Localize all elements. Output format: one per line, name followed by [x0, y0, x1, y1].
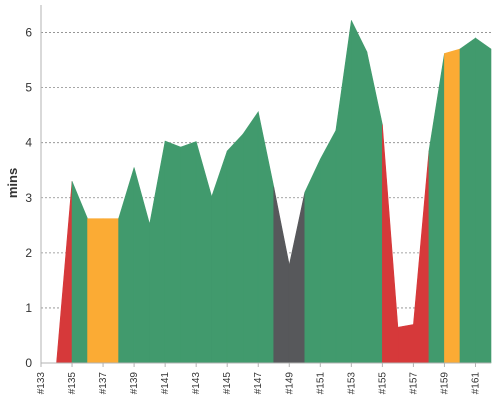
- area-segment-green: [180, 141, 197, 364]
- area-segment-green: [71, 181, 88, 364]
- area-segment-red: [382, 124, 399, 364]
- area-segment-green: [133, 167, 150, 364]
- area-segment-green: [164, 140, 181, 364]
- area-segment-green: [351, 20, 368, 364]
- area-segment-green: [320, 130, 337, 364]
- area-segment-green: [149, 140, 166, 364]
- y-tick-labels: 0 1 2 3 4 5 6: [25, 26, 32, 370]
- y-tick-label: 3: [25, 191, 32, 205]
- x-tick-label: #139: [129, 372, 140, 395]
- area-segment-green: [195, 141, 212, 364]
- y-tick-label: 1: [25, 301, 32, 315]
- area-segment-green: [226, 133, 244, 364]
- axes: [40, 5, 491, 367]
- area-segment-green: [242, 110, 259, 364]
- x-tick-label: #141: [160, 372, 171, 395]
- x-tick-label: #137: [98, 372, 109, 395]
- area-segment-green: [304, 159, 321, 364]
- y-tick-label: 4: [25, 136, 32, 150]
- x-tick-label: #157: [408, 372, 419, 395]
- area-segment-green: [257, 111, 275, 364]
- y-tick-label: 0: [25, 356, 32, 370]
- y-axis-label: mins: [5, 168, 20, 198]
- area-segment-green: [428, 53, 445, 364]
- area-segment-green: [459, 37, 476, 364]
- x-tick-label: #151: [315, 372, 326, 395]
- area-segment-green: [211, 150, 228, 364]
- x-tick-label: #145: [222, 372, 233, 395]
- x-tick-label: #161: [470, 372, 481, 395]
- x-tick-label: #153: [346, 372, 357, 395]
- area-series: [41, 20, 492, 364]
- area-segment-green: [335, 20, 352, 364]
- area-segment-red: [413, 150, 430, 364]
- y-tick-label: 5: [25, 81, 32, 95]
- area-segment-orange: [87, 218, 104, 364]
- x-tick-label: #147: [253, 372, 264, 395]
- area-segment-gray: [273, 186, 290, 364]
- area-segment-red: [56, 181, 73, 364]
- area-segment-orange: [102, 218, 119, 364]
- area-segment-gray: [288, 192, 306, 364]
- area-segment-green: [475, 37, 492, 364]
- area-segment-green: [366, 51, 383, 364]
- x-tick-label: #155: [377, 372, 388, 395]
- area-segment-green: [118, 167, 135, 364]
- x-tick-label: #133: [36, 372, 47, 395]
- x-tick-label: #159: [439, 372, 450, 395]
- area-segment-red: [397, 324, 414, 364]
- x-tick-label: #135: [67, 372, 78, 395]
- x-tick-label: #149: [284, 372, 295, 395]
- y-tick-label: 6: [25, 26, 32, 40]
- x-tick-labels: #133 #135 #137 #139 #141 #143 #145 #147 #149 #151…: [36, 363, 481, 394]
- x-tick-label: #143: [191, 372, 202, 395]
- area-segment-orange: [444, 48, 461, 364]
- y-tick-label: 2: [25, 246, 32, 260]
